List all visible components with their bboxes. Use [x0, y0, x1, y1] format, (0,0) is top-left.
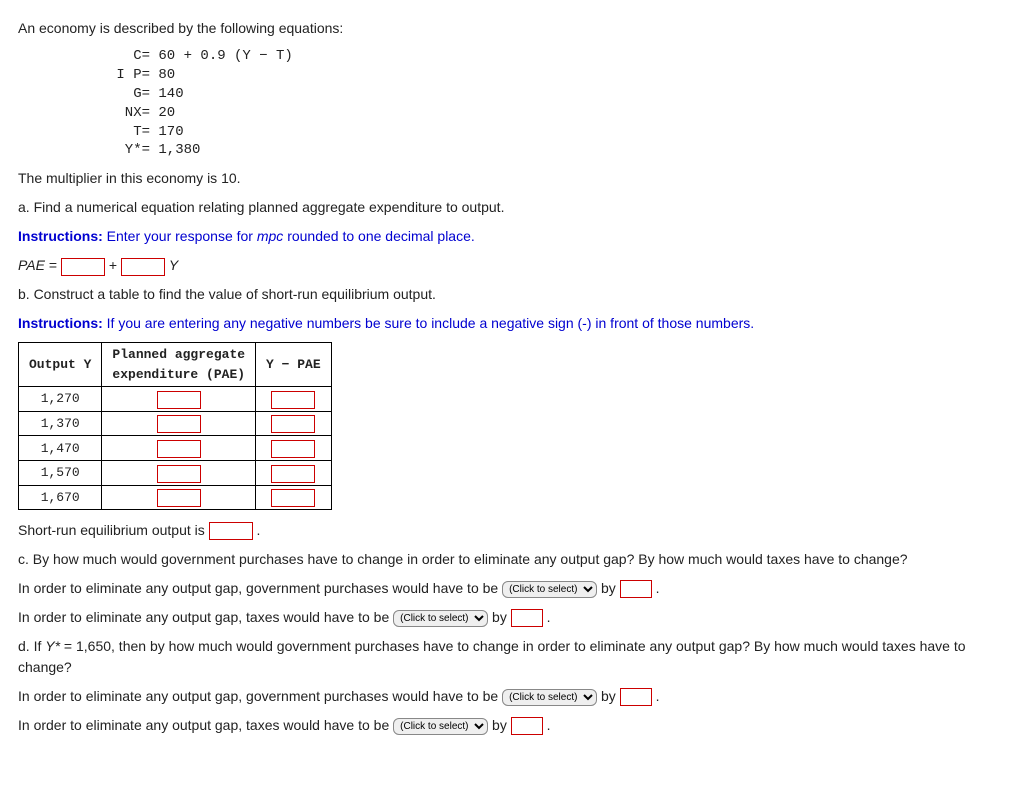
equations-block: C= 60 + 0.9 (Y − T) I P= 80 G= 140 NX= 2… — [108, 47, 1006, 160]
d-t-direction-select[interactable]: (Click to select) — [393, 718, 488, 735]
pae-input[interactable] — [157, 440, 201, 458]
pae-label: PAE — [18, 257, 45, 273]
part-a-instructions: Instructions: Enter your response for mp… — [18, 226, 1006, 247]
part-a-question: a. Find a numerical equation relating pl… — [18, 197, 1006, 218]
d-t-amount-input[interactable] — [511, 717, 543, 735]
pae-input[interactable] — [157, 465, 201, 483]
diff-input[interactable] — [271, 440, 315, 458]
table-row: 1,370 — [19, 411, 332, 436]
table-row: 1,470 — [19, 436, 332, 461]
col-y-minus-pae: Y − PAE — [256, 343, 332, 387]
c-g-amount-input[interactable] — [620, 580, 652, 598]
sr-equilibrium-input[interactable] — [209, 522, 253, 540]
pae-input[interactable] — [157, 489, 201, 507]
c-t-amount-input[interactable] — [511, 609, 543, 627]
diff-input[interactable] — [271, 391, 315, 409]
diff-input[interactable] — [271, 465, 315, 483]
part-d-t-line: In order to eliminate any output gap, ta… — [18, 715, 1006, 736]
pae-mpc-input[interactable] — [121, 258, 165, 276]
intro-text: An economy is described by the following… — [18, 18, 1006, 39]
pae-input[interactable] — [157, 391, 201, 409]
part-b-instructions: Instructions: If you are entering any ne… — [18, 313, 1006, 334]
multiplier-text: The multiplier in this economy is 10. — [18, 168, 1006, 189]
sr-equilibrium-line: Short-run equilibrium output is . — [18, 520, 1006, 541]
table-row: 1,570 — [19, 461, 332, 486]
part-b-question: b. Construct a table to find the value o… — [18, 284, 1006, 305]
pae-equation: PAE = + Y — [18, 255, 1006, 276]
d-g-amount-input[interactable] — [620, 688, 652, 706]
part-d-g-line: In order to eliminate any output gap, go… — [18, 686, 1006, 707]
instructions-label: Instructions: — [18, 315, 103, 331]
pae-input[interactable] — [157, 415, 201, 433]
col-pae: Planned aggregateexpenditure (PAE) — [102, 343, 256, 387]
table-row: 1,270 — [19, 387, 332, 412]
d-g-direction-select[interactable]: (Click to select) — [502, 689, 597, 706]
pae-table: Output Y Planned aggregateexpenditure (P… — [18, 342, 332, 510]
instructions-label: Instructions: — [18, 228, 103, 244]
part-c-t-line: In order to eliminate any output gap, ta… — [18, 607, 1006, 628]
part-d-question: d. If Y* = 1,650, then by how much would… — [18, 636, 1006, 678]
pae-intercept-input[interactable] — [61, 258, 105, 276]
part-c-g-line: In order to eliminate any output gap, go… — [18, 578, 1006, 599]
part-c-question: c. By how much would government purchase… — [18, 549, 1006, 570]
c-g-direction-select[interactable]: (Click to select) — [502, 581, 597, 598]
table-row: 1,670 — [19, 485, 332, 510]
col-output-y: Output Y — [19, 343, 102, 387]
diff-input[interactable] — [271, 415, 315, 433]
c-t-direction-select[interactable]: (Click to select) — [393, 610, 488, 627]
diff-input[interactable] — [271, 489, 315, 507]
